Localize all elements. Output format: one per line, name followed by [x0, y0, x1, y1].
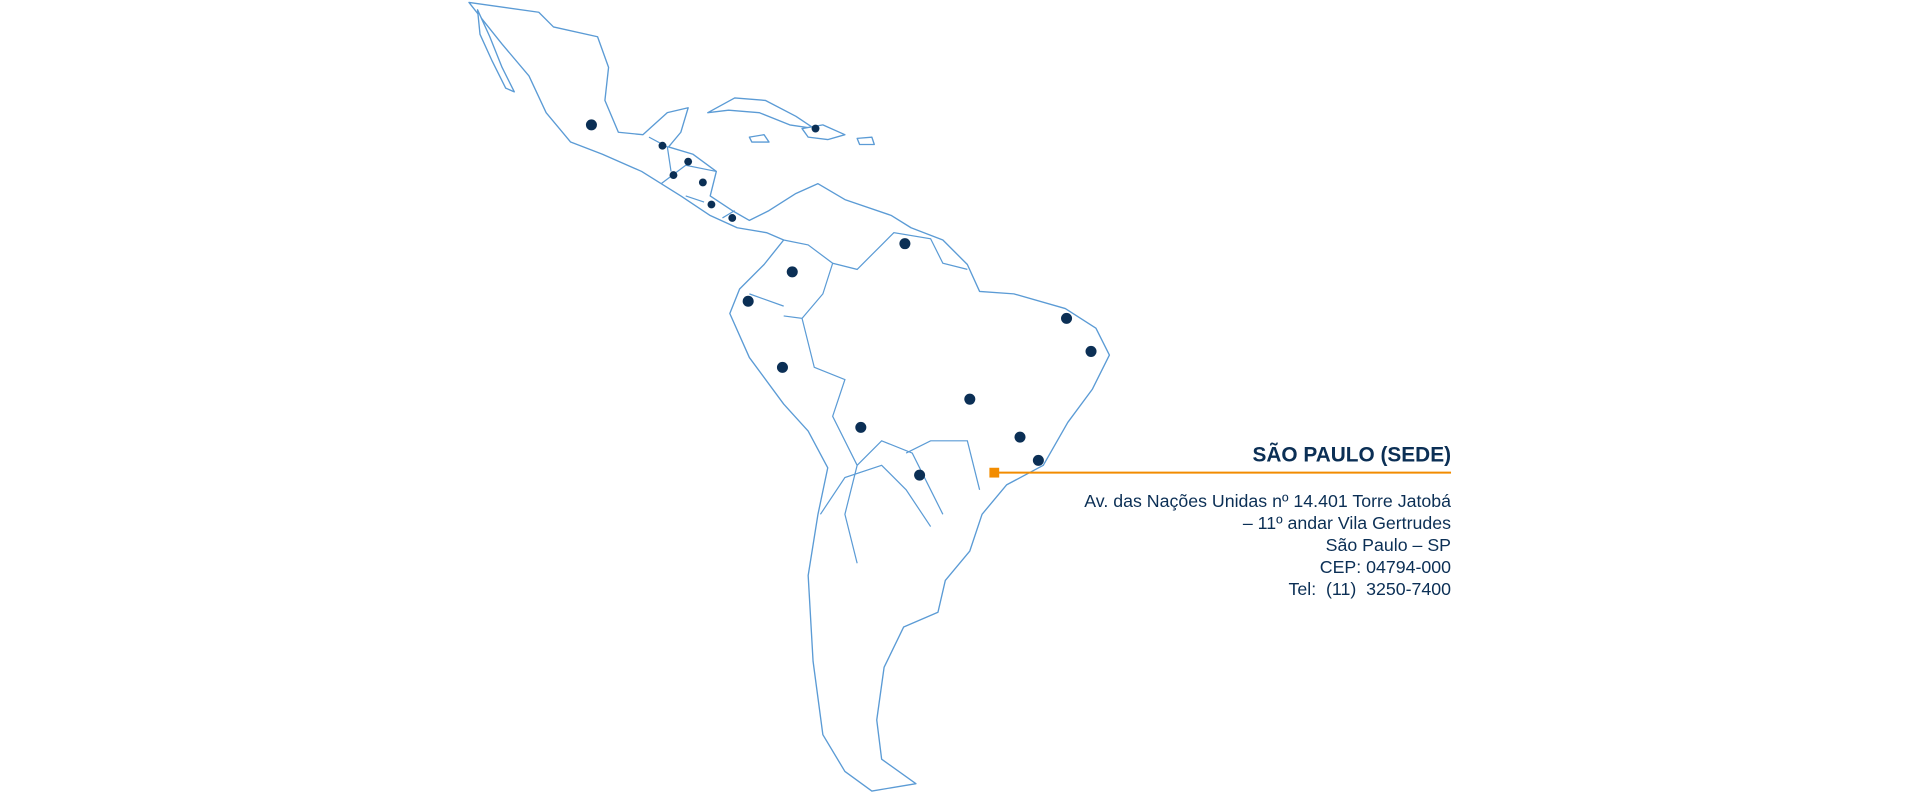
address-city: São Paulo – SP: [1325, 536, 1452, 556]
office-dot-nicaragua[interactable]: [698, 178, 707, 187]
hispaniola: [801, 124, 846, 141]
office-dot-mexico[interactable]: [585, 119, 597, 131]
puerto-rico: [856, 136, 875, 146]
address-line: Av. das Nações Unidas nº 14.401 Torre Ja…: [1084, 492, 1452, 512]
office-dot-paraguay[interactable]: [914, 469, 926, 481]
office-dot-brasilia[interactable]: [964, 393, 976, 405]
office-dot-recife[interactable]: [1085, 345, 1097, 357]
office-dot-belo-horizonte[interactable]: [1014, 431, 1026, 443]
headquarters-marker[interactable]: [989, 467, 1000, 478]
headquarters-title: SÃO PAULO (SEDE): [1252, 443, 1452, 467]
office-dot-costa-rica[interactable]: [707, 200, 716, 209]
office-dot-bolivia[interactable]: [855, 421, 867, 433]
office-dot-fortaleza[interactable]: [1061, 312, 1073, 324]
office-dot-colombia[interactable]: [786, 266, 798, 278]
office-dot-peru[interactable]: [776, 361, 788, 373]
address-postal-code: CEP: 04794-000: [1319, 558, 1452, 578]
office-dot-el-salvador[interactable]: [669, 171, 678, 180]
office-markers: [585, 119, 1097, 481]
office-dot-guyana[interactable]: [899, 238, 911, 250]
address-line: – 11º andar Vila Gertrudes: [1242, 514, 1452, 534]
continent-outline: [468, 1, 1111, 792]
office-dot-panama[interactable]: [728, 214, 737, 222]
baja-california: [476, 9, 515, 93]
country-borders: [648, 136, 981, 564]
jamaica: [748, 134, 770, 143]
cuba: [707, 97, 815, 130]
office-dot-ecuador[interactable]: [742, 295, 754, 307]
office-dot-honduras[interactable]: [684, 157, 693, 166]
office-dot-rio[interactable]: [1032, 454, 1044, 466]
office-dot-dominican-republic[interactable]: [811, 124, 820, 133]
address-phone: Tel: (11) 3250-7400: [1288, 580, 1452, 601]
office-dot-guatemala[interactable]: [658, 141, 667, 150]
headquarters-address: Av. das Nações Unidas nº 14.401 Torre Ja…: [1084, 491, 1451, 601]
